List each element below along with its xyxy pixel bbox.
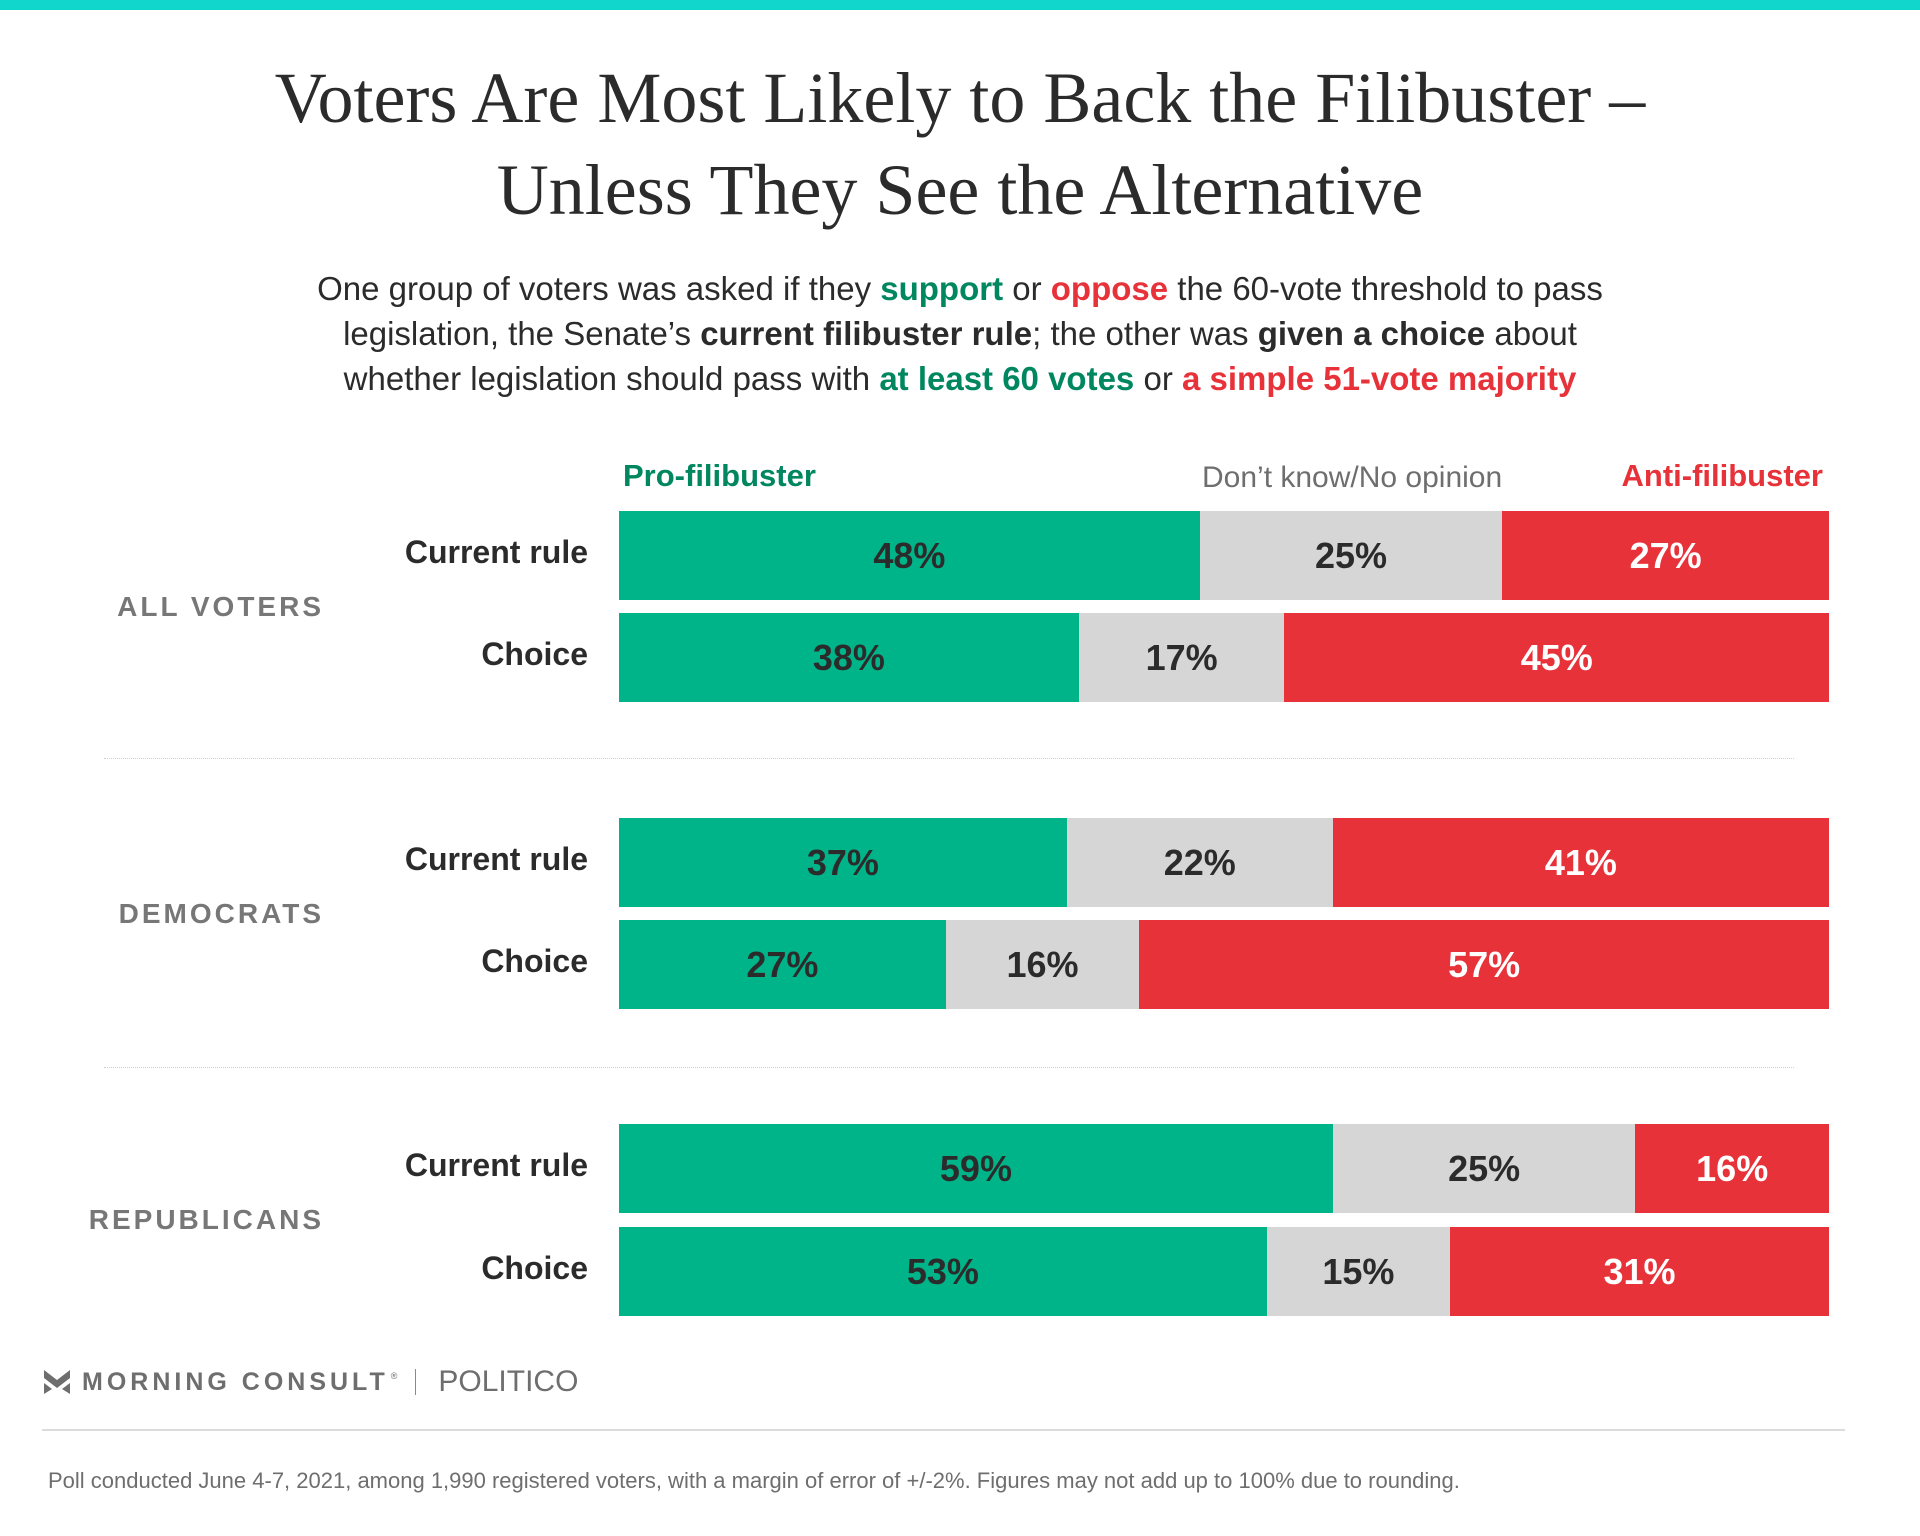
data-label: 53% (906, 1250, 979, 1292)
group-label-republicans: REPUBLICANS (88, 1204, 324, 1235)
data-label: 31% (1603, 1250, 1676, 1292)
data-label: 15% (1322, 1250, 1395, 1292)
chart-title-line-2: Unless They See the Alternative (496, 150, 1424, 230)
stacked-bar-all-voters-current-rule: 48% 25% 27% (619, 511, 1829, 600)
row-label-choice: Choice (481, 1249, 588, 1286)
subtitle-run-plain: whether legislation should pass with (343, 360, 880, 397)
data-label: 17% (1145, 636, 1218, 678)
data-label: 59% (939, 1147, 1012, 1189)
data-label: 22% (1163, 841, 1236, 883)
row-label-choice: Choice (481, 635, 588, 672)
bar-segment-anti: 45% (1284, 613, 1829, 702)
data-label: 27% (746, 943, 819, 985)
morning-consult-chevron-icon (44, 1370, 70, 1394)
bar-segment-dk: 22% (1066, 818, 1333, 907)
top-accent-band (0, 0, 1920, 10)
subtitle-run-plain: the 60-vote threshold to pass (1168, 270, 1603, 307)
bar-segment-pro: 48% (619, 511, 1200, 600)
bar-segment-anti: 27% (1502, 511, 1829, 600)
subtitle-run-bold: current filibuster rule (700, 315, 1033, 352)
data-label: 25% (1448, 1147, 1521, 1189)
data-label: 37% (806, 841, 879, 883)
bar-segment-dk: 25% (1332, 1124, 1636, 1213)
group-label-democrats: DEMOCRATS (118, 897, 324, 929)
stacked-bar-republicans-current-rule: 59% 25% 16% (619, 1124, 1829, 1213)
subtitle-run-green: support (880, 270, 1004, 307)
row-label-current-rule: Current rule (404, 533, 588, 570)
subtitle-run-plain: ; the other was (1032, 315, 1258, 352)
legend-dont-know: Don’t know/No opinion (1202, 461, 1503, 494)
subtitle-line-3: whether legislation should pass with at … (0, 356, 1920, 401)
chart-title-line-1: Voters Are Most Likely to Back the Filib… (274, 58, 1646, 138)
subtitle-run-plain: about (1485, 315, 1577, 352)
data-label: 27% (1629, 534, 1702, 576)
subtitle-line-2: legislation, the Senate’s current filibu… (0, 311, 1920, 356)
subtitle-run-red: a simple 51-vote majority (1181, 360, 1577, 397)
row-label-current-rule: Current rule (404, 1146, 588, 1183)
subtitle-run-plain: or (1003, 270, 1051, 307)
bar-segment-dk: 17% (1078, 613, 1285, 702)
bar-segment-pro: 59% (619, 1124, 1333, 1213)
bar-segment-pro: 37% (619, 818, 1067, 907)
subtitle-run-bold: given a choice (1257, 315, 1486, 352)
data-label: 16% (1006, 943, 1079, 985)
subtitle-run-plain: One group of voters was asked if they (317, 270, 881, 307)
registered-mark: ® (390, 1371, 398, 1381)
bar-segment-dk: 25% (1199, 511, 1503, 600)
politico-logo-text: POLITICO (438, 1365, 579, 1398)
legend-pro-filibuster: Pro-filibuster (623, 458, 816, 493)
bar-segment-pro: 38% (619, 613, 1079, 702)
subtitle-run-plain: or (1134, 360, 1182, 397)
row-label-choice: Choice (481, 942, 588, 979)
data-label: 41% (1544, 841, 1617, 883)
chart-subtitle: One group of voters was asked if they su… (0, 266, 1920, 401)
subtitle-line-1: One group of voters was asked if they su… (0, 266, 1920, 311)
bar-segment-anti: 16% (1635, 1124, 1829, 1213)
stacked-bar-all-voters-choice: 38% 17% 45% (619, 613, 1829, 702)
stacked-bar-democrats-current-rule: 37% 22% 41% (619, 818, 1829, 907)
data-label: 57% (1448, 943, 1521, 985)
data-label: 45% (1520, 636, 1593, 678)
brand-footer: MORNING CONSULT ® POLITICO (44, 1364, 578, 1400)
data-label: 38% (812, 636, 885, 678)
data-label: 16% (1696, 1147, 1769, 1189)
data-label: 48% (873, 534, 946, 576)
bar-segment-dk: 15% (1266, 1227, 1451, 1316)
data-label: 25% (1315, 534, 1388, 576)
bar-segment-pro: 53% (619, 1227, 1267, 1316)
group-label-all-voters: ALL VOTERS (117, 590, 324, 622)
bar-segment-pro: 27% (619, 920, 946, 1009)
bar-segment-dk: 16% (945, 920, 1140, 1009)
bar-segment-anti: 41% (1332, 818, 1829, 907)
legend-anti-filibuster: Anti-filibuster (1621, 458, 1824, 493)
bar-segment-anti: 31% (1450, 1227, 1829, 1316)
group-divider (104, 758, 1794, 759)
subtitle-run-red: oppose (1050, 270, 1169, 307)
footnote: Poll conducted June 4-7, 2021, among 1,9… (48, 1468, 1460, 1493)
group-divider (104, 1067, 1794, 1068)
subtitle-run-plain: legislation, the Senate’s (343, 315, 701, 352)
stacked-bar-democrats-choice: 27% 16% 57% (619, 920, 1829, 1009)
footer-rule (42, 1429, 1845, 1431)
stacked-bar-republicans-choice: 53% 15% 31% (619, 1227, 1829, 1316)
bar-segment-anti: 57% (1139, 920, 1829, 1009)
logo-separator (415, 1369, 417, 1395)
subtitle-run-green: at least 60 votes (879, 360, 1135, 397)
row-label-current-rule: Current rule (404, 840, 588, 877)
morning-consult-logo-text: MORNING CONSULT (82, 1367, 389, 1396)
